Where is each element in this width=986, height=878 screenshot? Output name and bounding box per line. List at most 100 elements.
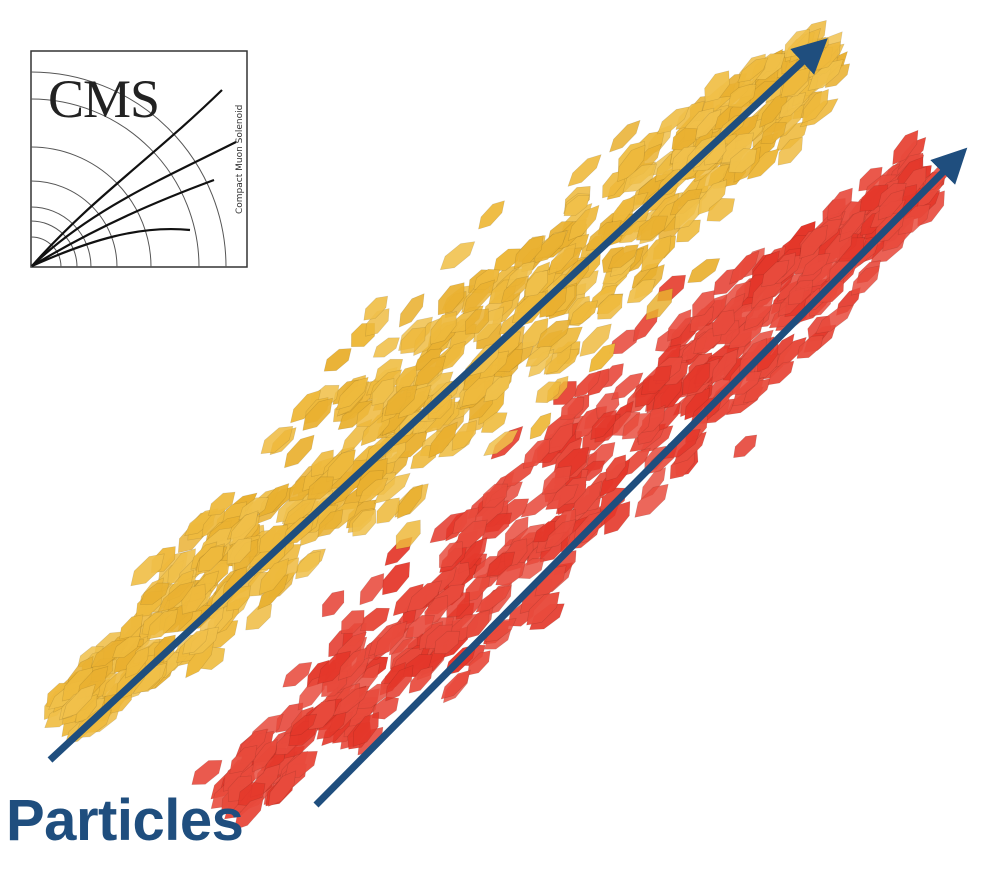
red-cell [337,647,367,681]
yellow-cell [704,70,730,103]
red-cell [826,187,853,221]
red-cell [850,265,881,296]
red-cell [640,365,672,396]
red-cell [191,759,223,785]
red-cell [733,434,758,459]
yellow-cell [478,200,505,230]
cms-logo-graphic [30,50,248,268]
red-cell [475,585,513,613]
cms-logo: CMS Compact Muon Solenoid [30,50,248,268]
yellow-cell [597,294,623,320]
red-cell [360,607,390,632]
particles-label: Particles [6,788,244,853]
particle-arrows [47,38,968,808]
yellow-cell [462,279,496,315]
yellow-cell [395,519,421,550]
yellow-cell [396,484,423,520]
yellow-cell [373,472,411,504]
red-cell [382,561,411,596]
red-cell [252,738,278,773]
red-cell [742,378,772,404]
red-cell [892,129,919,166]
yellow-cell [182,629,209,655]
red-cell [682,362,711,396]
red-cell [667,308,692,342]
yellow-cell [626,278,656,304]
yellow-cell [721,132,755,164]
yellow-cell [61,683,96,720]
yellow-cell [119,614,144,640]
red-cell [359,572,385,606]
red-cell [545,484,579,510]
yellow-cell [569,300,599,326]
yellow-cell [567,154,602,187]
red-cell [877,189,905,221]
yellow-cell [801,88,829,124]
yellow-cell [398,293,425,328]
red-cell [268,770,297,807]
yellow-cell [130,553,165,587]
yellow-cell [229,510,259,546]
yellow-cell [536,319,572,349]
yellow-cell [671,127,698,151]
red-cell [233,796,265,831]
red-cell [289,713,318,737]
red-cell [408,666,433,694]
yellow-cell [197,545,225,573]
red-cell [796,335,824,359]
red-cell [406,580,443,612]
yellow-cell [737,57,769,83]
yellow-cell [505,260,536,289]
yellow-cell [657,106,690,135]
yellow-cell [548,243,577,275]
red-cell [340,609,365,635]
red-cell [621,412,651,440]
yellow-cell [640,235,672,273]
red-cell [728,250,760,285]
yellow-cell [617,144,646,183]
yellow-cell [483,429,519,457]
yellow-cell [181,583,207,615]
yellow-cell [284,434,315,469]
yellow-cell [607,244,640,269]
red-cell [433,630,461,654]
red-cell [801,252,831,277]
yellow-cell [400,326,426,355]
yellow-cell [139,582,170,605]
red-cell [321,590,345,618]
yellow-cell [635,215,668,241]
yellow-cell [317,509,344,538]
yellow-cell [645,288,674,321]
red-cell [385,664,414,702]
yellow-cell [302,397,333,431]
red-cell [590,409,617,441]
yellow-cell [307,476,334,500]
red-cell [838,208,867,243]
yellow-cell [258,483,290,518]
red-cell [438,541,463,569]
red-cell [605,454,627,482]
yellow-cell [728,148,758,174]
yellow-cell [283,497,317,526]
red-cell [548,422,574,455]
yellow-cell [588,342,616,373]
yellow-cell [513,235,544,270]
yellow-cell [609,119,641,153]
red-cell [526,591,560,626]
red-cell [897,203,931,235]
yellow-cell [746,148,780,180]
yellow-cell [483,375,512,403]
red-cell [712,309,735,337]
yellow-cell [480,412,508,433]
red-cell [282,661,313,688]
yellow-cell [535,381,561,404]
yellow-cell [226,537,252,565]
yellow-cell [465,308,489,335]
red-cell [405,614,435,638]
red-cell [544,519,577,550]
red-cell [481,512,513,540]
red-cell [692,290,715,318]
red-energy-deposits [191,129,951,831]
yellow-cell [500,275,530,303]
